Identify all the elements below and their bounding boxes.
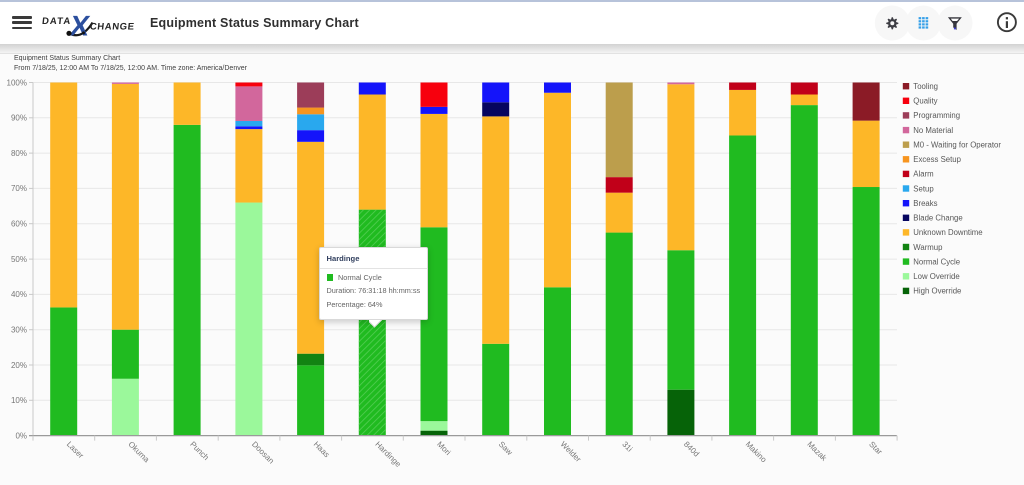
svg-text:10%: 10% xyxy=(11,396,27,405)
svg-text:Hardinge: Hardinge xyxy=(373,440,403,470)
svg-text:Programming: Programming xyxy=(913,111,960,120)
svg-text:No Material: No Material xyxy=(913,126,953,135)
svg-text:Blade Change: Blade Change xyxy=(913,214,962,223)
svg-text:30%: 30% xyxy=(11,326,27,335)
svg-text:90%: 90% xyxy=(11,114,27,123)
svg-text:Doosan: Doosan xyxy=(250,440,276,466)
svg-text:60%: 60% xyxy=(11,220,27,229)
svg-text:Mori: Mori xyxy=(435,440,453,458)
svg-text:Mazak: Mazak xyxy=(805,440,829,464)
svg-text:50%: 50% xyxy=(11,255,27,264)
svg-text:CHANGE: CHANGE xyxy=(89,22,135,33)
svg-text:20%: 20% xyxy=(11,361,27,370)
svg-text:Low Override: Low Override xyxy=(913,272,959,281)
svg-text:70%: 70% xyxy=(11,184,27,193)
svg-text:Star: Star xyxy=(867,440,884,457)
svg-text:Punch: Punch xyxy=(188,440,210,462)
svg-text:Warmup: Warmup xyxy=(913,243,943,252)
svg-text:Setup: Setup xyxy=(913,184,934,193)
svg-text:Quality: Quality xyxy=(913,97,937,106)
svg-text:M0 - Waiting for Operator: M0 - Waiting for Operator xyxy=(913,141,1001,150)
svg-text:Okuma: Okuma xyxy=(126,440,151,465)
svg-text:Makino: Makino xyxy=(744,440,769,465)
svg-text:Breaks: Breaks xyxy=(913,199,937,208)
svg-text:Excess Setup: Excess Setup xyxy=(913,155,961,164)
svg-text:High Override: High Override xyxy=(913,287,961,296)
svg-text:31i: 31i xyxy=(620,440,634,454)
svg-text:840d: 840d xyxy=(682,440,701,459)
svg-text:80%: 80% xyxy=(11,149,27,158)
svg-text:Welder: Welder xyxy=(559,440,583,464)
svg-text:Unknown Downtime: Unknown Downtime xyxy=(913,228,982,237)
svg-text:40%: 40% xyxy=(11,290,27,299)
svg-text:Alarm: Alarm xyxy=(913,170,933,179)
svg-text:DATA: DATA xyxy=(41,16,72,27)
svg-text:Saw: Saw xyxy=(497,440,515,458)
svg-text:0%: 0% xyxy=(15,431,27,440)
svg-text:Tooling: Tooling xyxy=(913,82,938,91)
svg-text:Laser: Laser xyxy=(65,440,86,461)
svg-text:Haas: Haas xyxy=(312,440,332,460)
svg-text:100%: 100% xyxy=(7,78,27,87)
svg-text:Normal Cycle: Normal Cycle xyxy=(913,257,960,266)
